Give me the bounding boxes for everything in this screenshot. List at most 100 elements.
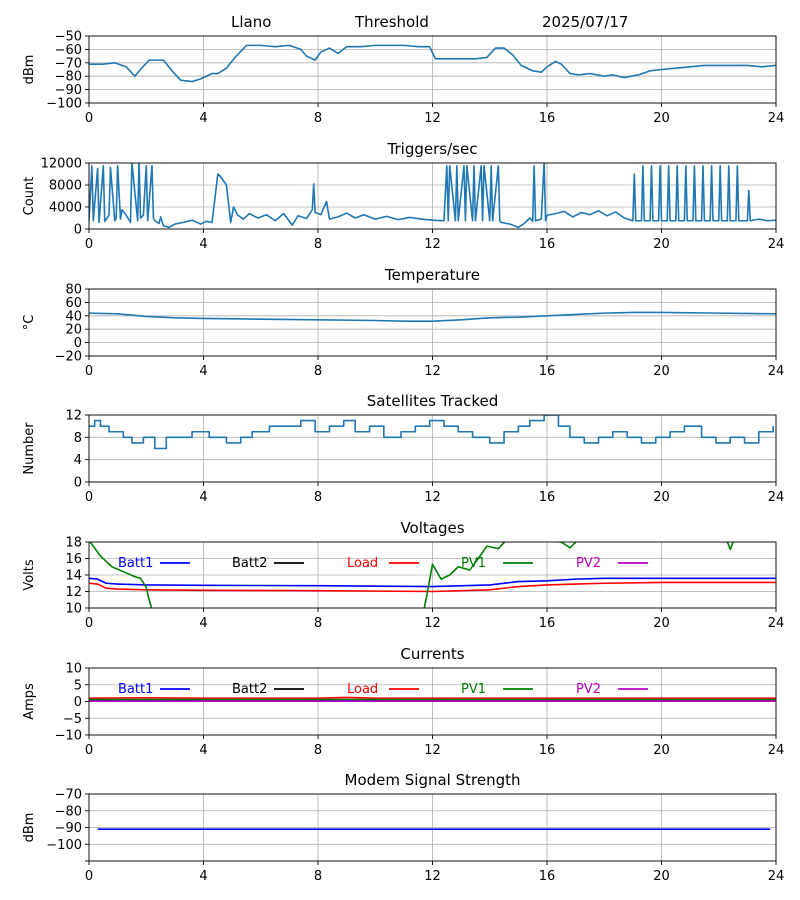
x-tick-label: 4 <box>199 743 207 758</box>
y-axis-label: dBm <box>22 55 37 85</box>
series-line-load <box>89 581 776 593</box>
x-tick-label: 16 <box>539 869 556 884</box>
x-tick-label: 12 <box>424 364 441 379</box>
x-tick-label: 4 <box>199 364 207 379</box>
chart-title: Temperature <box>384 266 480 284</box>
x-tick-label: 20 <box>653 616 670 631</box>
series-group <box>89 163 776 229</box>
x-tick-label: 20 <box>653 869 670 884</box>
y-tick-label: 8000 <box>49 179 82 194</box>
grid <box>88 541 777 609</box>
series-group <box>89 44 776 83</box>
y-tick-label: 0 <box>74 336 82 351</box>
x-tick-label: 8 <box>314 490 322 505</box>
legend-label-batt2: Batt2 <box>232 682 267 697</box>
legend-label-pv2: PV2 <box>576 556 601 571</box>
legend-label-batt1: Batt1 <box>118 682 153 697</box>
chart-title: Voltages <box>400 519 464 537</box>
y-tick-label: 4 <box>74 453 82 468</box>
series-group <box>89 542 776 608</box>
x-tick-label: 4 <box>199 616 207 631</box>
y-axis-label: Amps <box>22 683 37 720</box>
x-tick-label: 8 <box>314 869 322 884</box>
legend-label-pv1: PV1 <box>461 556 486 571</box>
y-tick-label: −10 <box>55 729 82 744</box>
y-tick-label: −70 <box>55 56 82 71</box>
series-group <box>89 311 776 322</box>
x-tick-label: 8 <box>314 364 322 379</box>
x-tick-label: 16 <box>539 490 556 505</box>
x-tick-label: 20 <box>653 490 670 505</box>
series-line-0 <box>89 415 774 450</box>
y-tick-label: −20 <box>55 350 82 365</box>
series-line-0 <box>89 163 776 229</box>
series-line-batt1 <box>89 577 776 588</box>
x-tick-label: 8 <box>314 743 322 758</box>
legend-label-load: Load <box>347 682 378 697</box>
y-tick-label: 4000 <box>49 201 82 216</box>
x-tick-label: 16 <box>539 364 556 379</box>
y-axis-label: Count <box>22 177 37 216</box>
x-tick-label: 20 <box>653 237 670 252</box>
y-tick-label: −60 <box>55 43 82 58</box>
y-tick-label: 40 <box>65 309 82 324</box>
x-tick-label: 4 <box>199 869 207 884</box>
y-tick-label: −100 <box>46 97 82 112</box>
grid <box>88 35 777 104</box>
x-tick-label: 12 <box>424 869 441 884</box>
x-tick-label: 24 <box>768 490 785 505</box>
x-tick-label: 0 <box>85 490 93 505</box>
legend-label-batt1: Batt1 <box>118 556 153 571</box>
y-tick-label: −80 <box>55 804 82 819</box>
y-tick-label: 12 <box>65 409 82 424</box>
grid <box>88 793 777 862</box>
x-tick-label: 0 <box>85 743 93 758</box>
series-group <box>89 696 776 702</box>
series-line-0 <box>89 44 776 83</box>
chart-title: Satellites Tracked <box>367 392 498 410</box>
x-tick-label: 4 <box>199 237 207 252</box>
x-tick-label: 0 <box>85 869 93 884</box>
y-tick-label: 0 <box>74 476 82 491</box>
x-tick-label: 12 <box>424 743 441 758</box>
x-tick-label: 24 <box>768 616 785 631</box>
x-tick-label: 24 <box>768 111 785 126</box>
chart-panel-5: 0 4 8 12 16 20 24 105 0 −5 −10 Currents Amps Batt1 Bat… <box>22 645 784 758</box>
chart-panel-6: 0 4 8 12 16 20 24 −70−80 −90 −100 Modem Signal Str… <box>22 771 784 884</box>
x-tick-label: 8 <box>314 111 322 126</box>
x-tick-label: 20 <box>653 111 670 126</box>
legend-label-load: Load <box>347 556 378 571</box>
y-tick-label: −90 <box>55 83 82 98</box>
chart-panel-1: 0 4 8 12 16 20 24 0 4000 8000 12000 Triggers/sec Cou… <box>22 140 784 252</box>
legend-label-batt2: Batt2 <box>232 556 267 571</box>
y-tick-label: 60 <box>65 296 82 311</box>
y-axis-label: dBm <box>22 813 37 843</box>
x-tick-label: 12 <box>424 616 441 631</box>
y-tick-label: 5 <box>74 678 82 693</box>
header-mode: Threshold <box>354 13 429 31</box>
series-group <box>89 415 774 450</box>
chart-title: Currents <box>400 645 464 663</box>
header-site: Llano <box>231 13 271 31</box>
legend-label-pv1: PV1 <box>461 682 486 697</box>
y-tick-label: 0 <box>74 223 82 238</box>
x-tick-label: 12 <box>424 490 441 505</box>
x-tick-label: 8 <box>314 616 322 631</box>
y-tick-label: 12 <box>65 585 82 600</box>
y-tick-label: 18 <box>65 536 82 551</box>
grid <box>88 162 777 230</box>
y-tick-label: −70 <box>55 788 82 803</box>
chart-title: Triggers/sec <box>387 140 478 158</box>
x-tick-label: 4 <box>199 490 207 505</box>
x-tick-label: 20 <box>653 743 670 758</box>
x-tick-label: 0 <box>85 111 93 126</box>
x-tick-label: 20 <box>653 364 670 379</box>
y-tick-label: −80 <box>55 70 82 85</box>
x-tick-label: 16 <box>539 111 556 126</box>
y-tick-label: 10 <box>65 602 82 617</box>
y-tick-label: 80 <box>65 283 82 298</box>
series-line-pv1 <box>89 542 735 608</box>
grid <box>88 414 777 483</box>
